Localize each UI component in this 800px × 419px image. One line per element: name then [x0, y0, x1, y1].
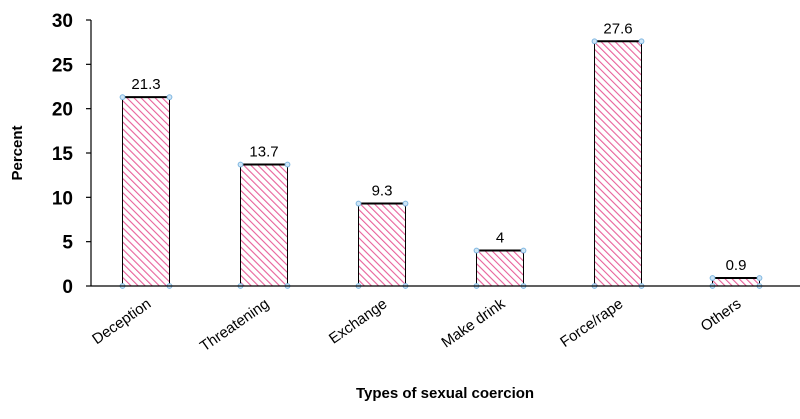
y-tick-label: 0: [62, 277, 73, 298]
bar-corner-marker: [119, 94, 126, 101]
bar-corner-marker: [402, 200, 409, 207]
bar: [358, 203, 406, 287]
bars: 21.3 13.7 9.3 4 27.6 0.9: [119, 20, 763, 289]
bar: [476, 250, 524, 287]
bar-group: 9.3: [355, 183, 409, 289]
bar-group: 21.3: [119, 76, 173, 289]
y-tick-label: 10: [52, 188, 73, 209]
data-label: 27.6: [603, 20, 632, 37]
y-axis-title: Percent: [9, 125, 26, 180]
bar-group: 13.7: [237, 144, 291, 289]
bar-group: 0.9: [709, 257, 763, 289]
y-axis: 0 5 10 15 20 25 30: [52, 11, 92, 298]
data-label: 13.7: [249, 144, 278, 161]
x-tick-label: Deception: [89, 295, 154, 348]
data-label: 4: [496, 230, 504, 247]
bar-corner-marker: [756, 275, 763, 281]
x-tick-label: Threatening: [197, 295, 272, 355]
bar-corner-marker: [237, 161, 244, 168]
data-label: 0.9: [726, 257, 747, 274]
data-label: 21.3: [131, 76, 160, 93]
bar: [240, 164, 288, 287]
y-tick-label: 25: [52, 55, 74, 76]
x-axis: Deception Threatening Exchange Make drink Fo…: [89, 285, 800, 355]
bar-group: 27.6: [591, 20, 645, 289]
y-tick-label: 20: [52, 100, 73, 121]
x-axis-title: Types of sexual coercion: [356, 385, 534, 402]
bar-corner-marker: [355, 200, 362, 207]
bar-group: 4: [473, 230, 527, 289]
y-tick-label: 30: [52, 11, 73, 32]
x-tick-label: Exchange: [326, 295, 390, 347]
bar-corner-marker: [520, 247, 527, 254]
x-tick-label: Force/rape: [557, 295, 626, 351]
y-tick-label: 5: [62, 233, 73, 254]
x-tick-label: Make drink: [438, 295, 508, 351]
bar-corner-marker: [473, 247, 480, 254]
bar: [594, 40, 642, 287]
bar-corner-marker: [709, 275, 716, 281]
y-tick-label: 15: [52, 144, 74, 165]
bar-corner-marker: [591, 38, 598, 45]
bar-corner-marker: [284, 161, 291, 168]
x-tick-label: Others: [698, 295, 745, 335]
bar: [122, 96, 170, 287]
bar: [712, 277, 760, 287]
data-label: 9.3: [372, 183, 393, 200]
bar-corner-marker: [166, 94, 173, 101]
bar-corner-marker: [638, 38, 645, 45]
